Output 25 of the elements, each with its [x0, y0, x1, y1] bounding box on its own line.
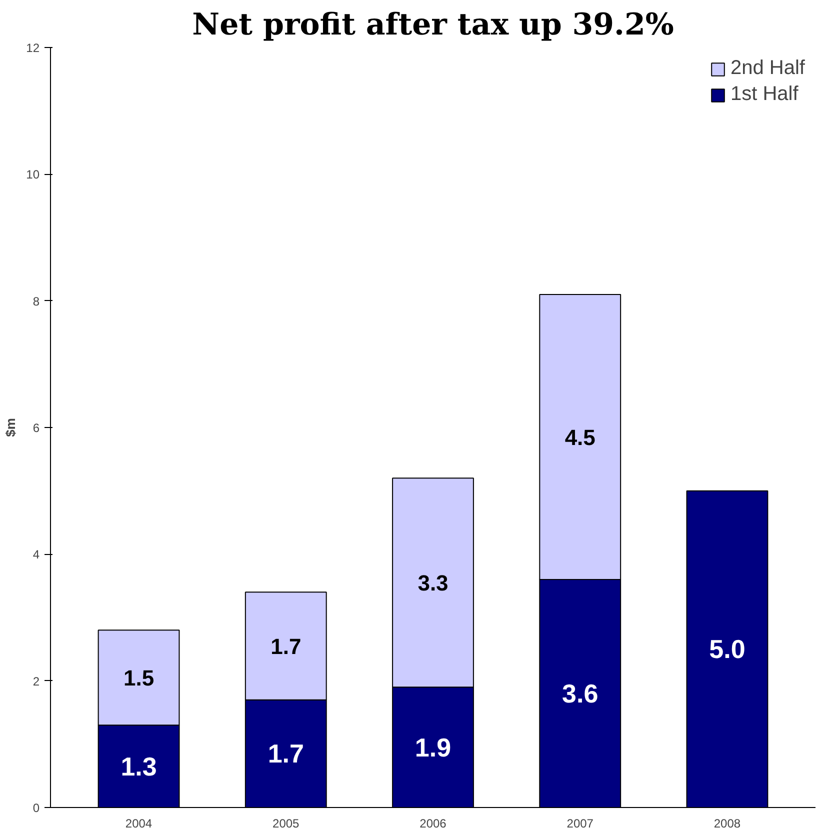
y-tick-label: 10: [26, 168, 40, 182]
x-tick-label: 2004: [125, 816, 152, 830]
y-tick-label: 8: [32, 294, 40, 308]
y-tick-label: 4: [32, 548, 40, 562]
legend-label: 2nd Half: [730, 57, 805, 80]
y-tick-label: 12: [26, 41, 40, 55]
data-label: 1.5: [123, 666, 154, 691]
x-tick-label: 2007: [566, 816, 594, 830]
y-axis-title: $m: [3, 418, 18, 437]
data-label: 3.3: [418, 570, 448, 596]
data-label: 1.3: [120, 751, 157, 782]
legend-label: 1st Half: [730, 83, 798, 106]
x-tick-label: 2008: [714, 816, 741, 830]
x-tick-label: 2005: [272, 816, 300, 830]
y-tick-label: 6: [32, 421, 40, 435]
y-tick-label: 2: [32, 674, 40, 688]
data-label: 4.5: [564, 425, 596, 450]
data-label: 1.7: [268, 738, 304, 769]
y-tick-label: 0: [32, 801, 40, 815]
data-label: 1.9: [414, 732, 452, 762]
chart-title: Net profit after tax up 39.2%: [192, 8, 674, 42]
data-label: 3.6: [562, 678, 598, 708]
data-label: 1.7: [270, 634, 302, 659]
x-tick-label: 2006: [420, 816, 447, 830]
data-label: 5.0: [709, 634, 746, 664]
